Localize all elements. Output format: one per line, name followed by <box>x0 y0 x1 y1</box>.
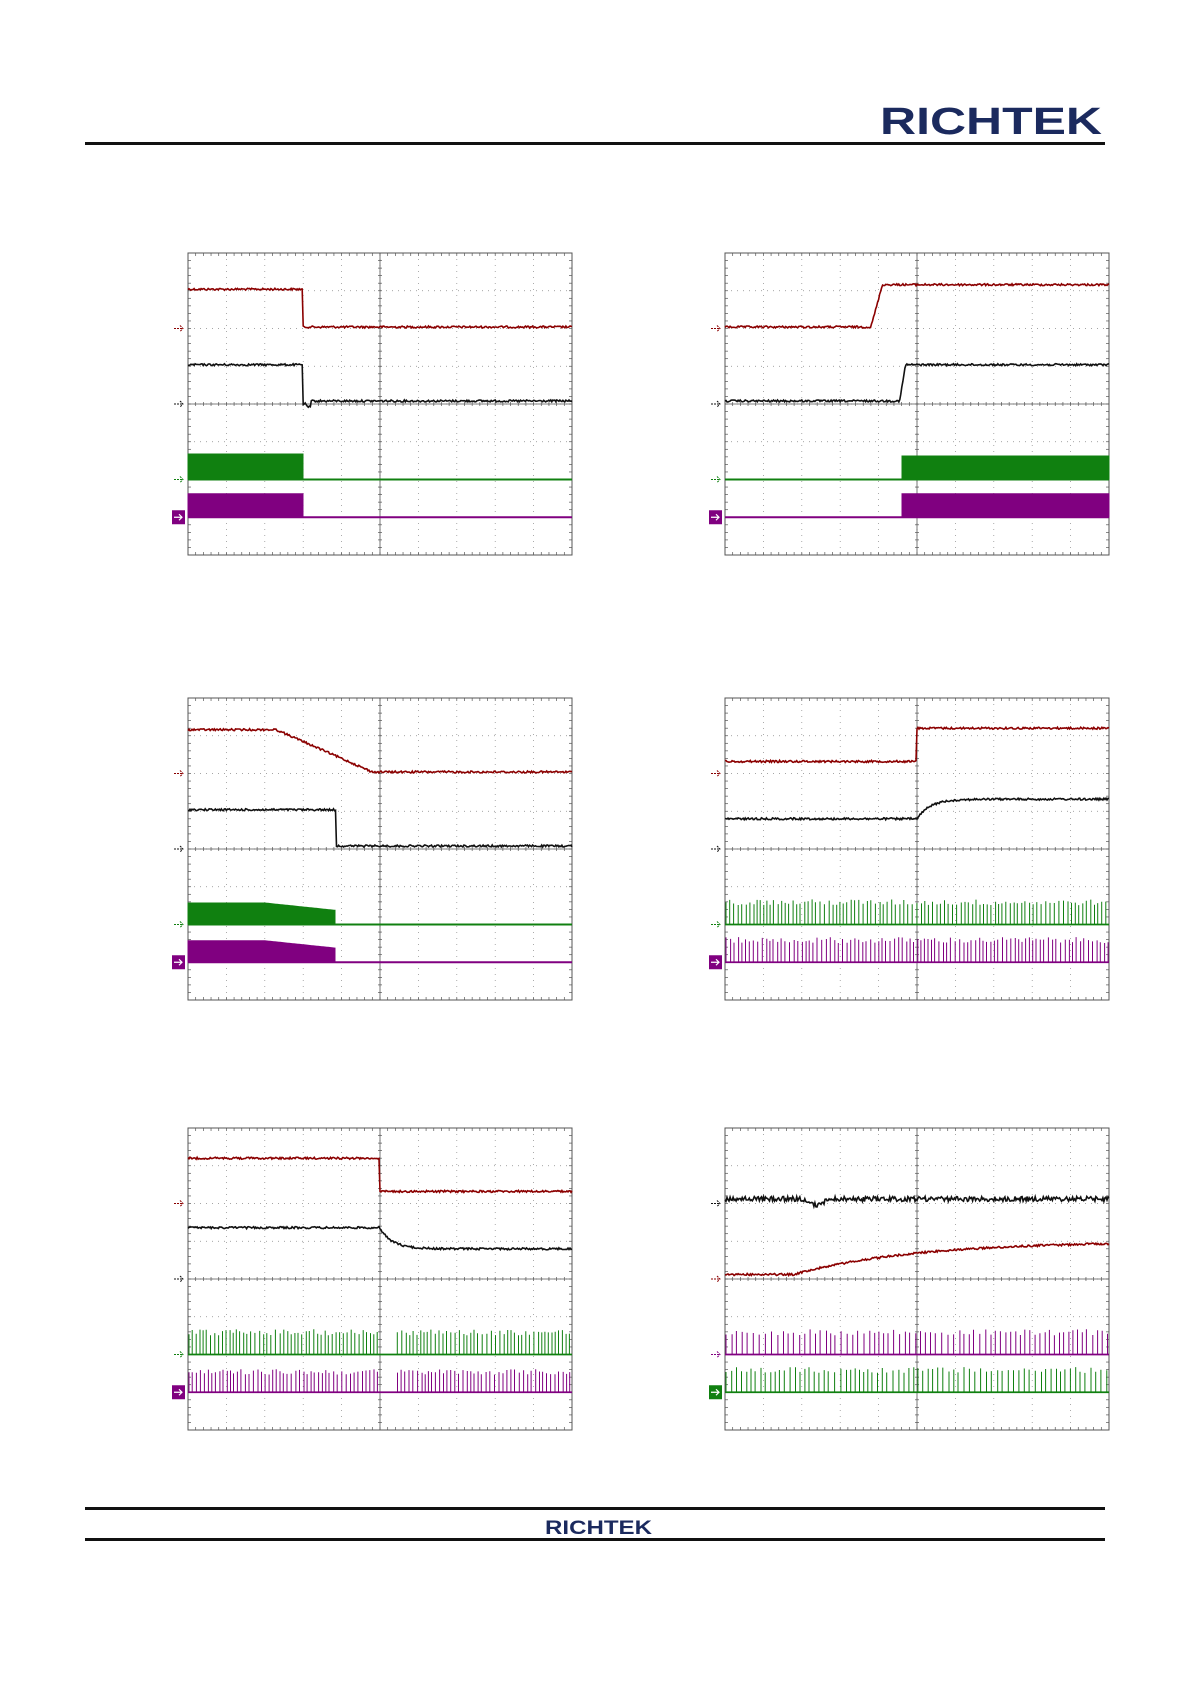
ch2-marker <box>711 400 721 408</box>
ch2-trace <box>187 1225 573 1252</box>
ch3-pulses <box>725 899 1109 926</box>
ch3-switching <box>187 902 572 926</box>
ch2-trace <box>724 362 1110 404</box>
ch3-switching <box>187 453 572 481</box>
scope-grid <box>724 252 1110 556</box>
ch4-switching <box>725 493 1110 519</box>
richtek-footer-logo: RICHTEK <box>545 1518 652 1536</box>
ch4-pulses <box>725 1329 1109 1356</box>
header-rule <box>85 142 1105 145</box>
scope-capture-1 <box>172 252 573 556</box>
scope-capture-6 <box>709 1127 1110 1431</box>
ch2-marker <box>711 1200 721 1207</box>
ch3-pulses <box>725 1367 1109 1394</box>
footer-rule-top <box>85 1507 1105 1510</box>
ch3-marker <box>174 476 184 483</box>
ch2-trace <box>187 362 573 409</box>
ch3-marker <box>711 921 721 928</box>
ch1-trace <box>724 282 1110 330</box>
ch1-marker <box>711 1275 721 1283</box>
ch4-marker <box>711 1351 721 1358</box>
footer-rule-bottom <box>85 1538 1105 1541</box>
ch2-trace <box>724 796 1110 822</box>
ch1-trace <box>187 287 573 330</box>
ch4-switching <box>187 493 572 519</box>
scope-capture-2 <box>709 252 1110 556</box>
ch2-marker <box>174 1275 184 1283</box>
ch3-switching <box>725 455 1110 481</box>
scope-capture-5 <box>172 1127 573 1431</box>
ch3-marker <box>711 476 721 483</box>
svg-text:RICHTEK: RICHTEK <box>880 101 1103 140</box>
ch1-marker <box>174 325 184 332</box>
ch2-trace <box>724 1193 1110 1210</box>
richtek-logo: RICHTEK <box>880 101 1103 140</box>
ch1-trace <box>724 1241 1110 1278</box>
scope-capture-3 <box>172 697 573 1001</box>
scope-capture-4 <box>709 697 1110 1001</box>
ch1-marker <box>174 770 184 777</box>
ch2-trace <box>187 807 573 849</box>
ch1-marker <box>174 1200 184 1207</box>
ch1-trace <box>725 725 1110 764</box>
ch1-trace <box>187 1155 573 1194</box>
ch1-marker <box>711 770 721 777</box>
svg-text:RICHTEK: RICHTEK <box>545 1518 652 1536</box>
ch1-trace <box>187 727 573 775</box>
ch4-switching <box>187 940 572 964</box>
ch1-marker <box>711 325 721 332</box>
ch2-marker <box>174 845 184 853</box>
ch4-pulses <box>725 937 1109 964</box>
scope-grid <box>724 1127 1110 1431</box>
ch4-pulses <box>188 1369 572 1394</box>
ch3-pulses <box>188 1329 572 1356</box>
ch3-marker <box>174 1351 184 1358</box>
ch3-marker <box>174 921 184 928</box>
ch2-marker <box>711 845 721 853</box>
ch2-marker <box>174 400 184 408</box>
